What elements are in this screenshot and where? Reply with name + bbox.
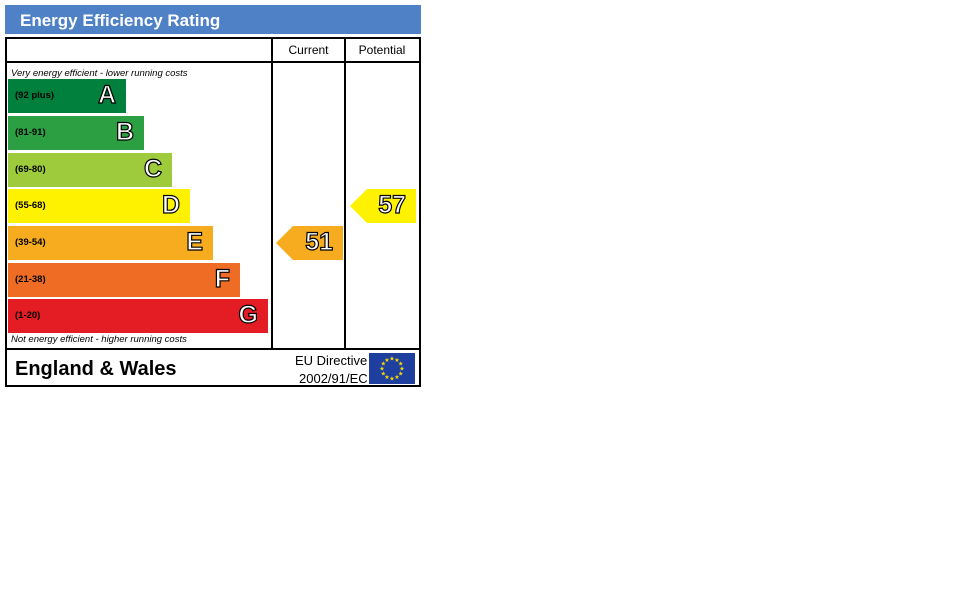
band-range: (55-68) xyxy=(15,200,46,211)
band-letter: A xyxy=(97,80,116,109)
band-bar-c: (69-80) C xyxy=(8,153,172,187)
current-column-header: Current xyxy=(288,43,329,57)
band-range: (81-91) xyxy=(15,127,46,138)
svg-text:★: ★ xyxy=(381,371,386,378)
country-label: England & Wales xyxy=(15,358,177,380)
current-rating-arrow: 51 xyxy=(276,226,343,260)
band-bar-b: (81-91) B xyxy=(8,116,144,150)
band-letter: G xyxy=(238,300,259,329)
band-range: (39-54) xyxy=(15,237,46,248)
bottom-note: Not energy efficient - higher running co… xyxy=(11,334,187,345)
band-range: (21-38) xyxy=(15,274,46,285)
potential-column-header: Potential xyxy=(358,43,406,57)
column-divider xyxy=(344,38,346,349)
current-rating-value: 51 xyxy=(305,227,334,256)
potential-rating-arrow: 57 xyxy=(350,189,416,223)
directive-number: 2002/91/EC xyxy=(299,371,368,386)
band-letter: F xyxy=(214,264,231,293)
directive-label: EU Directive xyxy=(295,353,368,368)
band-letter: D xyxy=(161,190,180,219)
svg-text:★: ★ xyxy=(398,361,403,368)
svg-text:★: ★ xyxy=(389,376,394,383)
footer-divider xyxy=(6,348,420,350)
band-letter: B xyxy=(115,117,134,146)
band-bar-g: (1-20) G xyxy=(8,299,268,333)
eu-flag-icon: ★ ★ ★ ★ ★ ★ ★ ★ ★ ★ ★ ★ xyxy=(369,353,415,384)
svg-text:★: ★ xyxy=(384,374,389,381)
svg-text:★: ★ xyxy=(394,357,399,364)
svg-text:★: ★ xyxy=(379,366,384,373)
band-bar-d: (55-68) D xyxy=(8,189,190,223)
band-bar-e: (39-54) E xyxy=(8,226,213,260)
potential-rating-value: 57 xyxy=(378,190,407,219)
column-divider xyxy=(271,38,273,349)
band-bar-a: (92 plus) A xyxy=(8,79,126,113)
band-range: (1-20) xyxy=(15,310,41,321)
svg-text:★: ★ xyxy=(398,371,403,378)
band-bar-f: (21-38) F xyxy=(8,263,240,297)
svg-text:★: ★ xyxy=(389,356,394,363)
header-divider xyxy=(6,61,420,63)
svg-text:★: ★ xyxy=(394,374,399,381)
svg-text:★: ★ xyxy=(381,361,386,368)
band-range: (69-80) xyxy=(15,164,46,175)
svg-text:★: ★ xyxy=(384,357,389,364)
top-note: Very energy efficient - lower running co… xyxy=(11,68,188,79)
chart-title: Energy Efficiency Rating xyxy=(5,5,421,34)
rating-table xyxy=(5,37,421,387)
svg-text:★: ★ xyxy=(399,366,404,373)
band-letter: E xyxy=(186,227,204,256)
band-letter: C xyxy=(143,154,162,183)
band-range: (92 plus) xyxy=(15,90,55,101)
